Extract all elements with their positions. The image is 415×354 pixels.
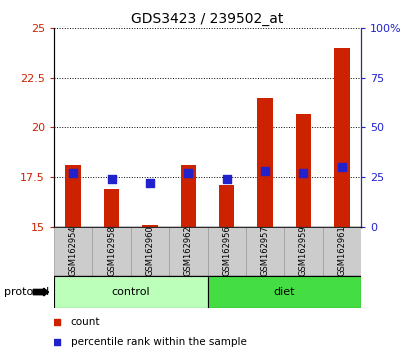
Point [54,339,60,345]
Bar [54,276,208,308]
Bar [66,165,81,227]
Bar [334,48,349,227]
Bar [208,227,246,276]
Point [339,164,345,170]
Bar [104,189,119,227]
Bar [246,227,284,276]
Bar [208,276,361,308]
Text: diet: diet [273,287,295,297]
Text: GSM162959: GSM162959 [299,225,308,276]
Point [108,176,115,182]
Point [146,180,153,186]
Text: percentile rank within the sample: percentile rank within the sample [71,337,247,347]
Point [54,320,60,325]
Bar [257,98,273,227]
Text: GDS3423 / 239502_at: GDS3423 / 239502_at [131,12,284,27]
Point [262,168,269,174]
Bar [142,224,158,227]
Text: GSM162961: GSM162961 [337,225,347,276]
Text: GSM162960: GSM162960 [145,225,154,276]
Bar [284,227,323,276]
Text: protocol: protocol [4,287,49,297]
Point [223,176,230,182]
Point [70,170,76,176]
Text: GSM162958: GSM162958 [107,225,116,276]
Point [185,170,192,176]
Bar [296,114,311,227]
Text: count: count [71,318,100,327]
Point [300,170,307,176]
Bar [323,227,361,276]
Text: GSM162962: GSM162962 [184,225,193,276]
Bar [54,227,92,276]
Bar [181,165,196,227]
Text: GSM162957: GSM162957 [261,225,270,276]
Bar [219,185,234,227]
Text: GSM162956: GSM162956 [222,225,231,276]
Text: GSM162954: GSM162954 [68,225,78,276]
Bar [93,227,131,276]
Text: control: control [111,287,150,297]
Bar [169,227,208,276]
Bar [131,227,169,276]
